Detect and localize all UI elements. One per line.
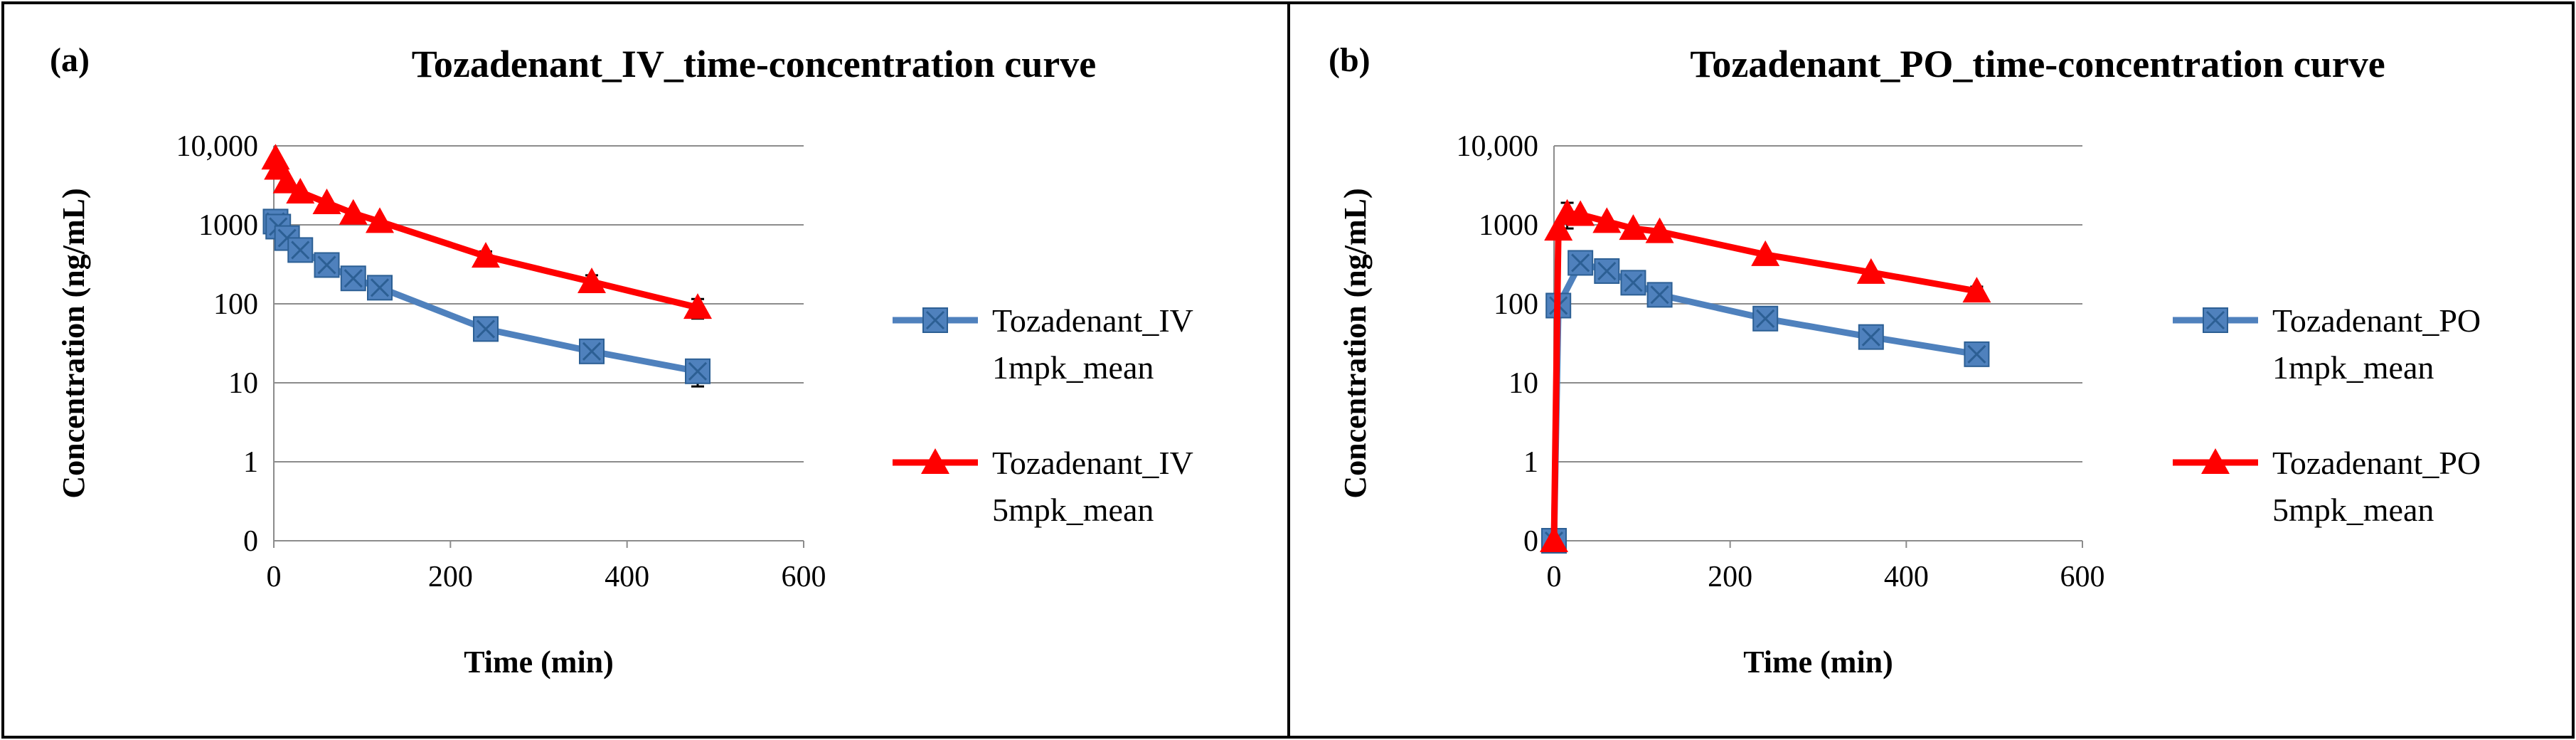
data-point-cross [344, 269, 363, 288]
legend-label: 1mpk_mean [2272, 349, 2434, 386]
x-tick-label: 0 [1547, 561, 1562, 593]
legend-label: Tozadenant_PO [2272, 302, 2481, 339]
legend-marker-cross [2205, 310, 2225, 330]
y-axis-label: Concentration (ng/mL) [1338, 188, 1373, 498]
data-point [366, 207, 394, 233]
x-tick-label: 400 [605, 561, 649, 593]
y-tick-label: 0 [1523, 525, 1538, 558]
y-tick-label: 10 [228, 367, 258, 400]
data-point [1645, 217, 1674, 243]
data-point-cross [1624, 273, 1643, 292]
data-point [1592, 207, 1622, 233]
data-point-cross [1861, 327, 1880, 347]
data-point-cross [582, 342, 602, 361]
legend-label: Tozadenant_PO [2272, 445, 2481, 481]
data-point [683, 293, 712, 319]
data-point-cross [1597, 261, 1617, 280]
y-tick-label: 10,000 [176, 130, 259, 163]
data-point-cross [1650, 285, 1669, 305]
panel-label: (b) [1329, 41, 1371, 79]
chart-panel-a: (a) Tozadenant_IV_time-concentration curv… [50, 41, 1193, 680]
legend-label: 5mpk_mean [992, 492, 1154, 528]
data-point [272, 167, 302, 194]
series-triangle [1540, 199, 1991, 552]
panel-b-frame [1287, 1, 2575, 739]
data-point [286, 177, 315, 204]
x-tick-label: 600 [782, 561, 826, 593]
y-tick-label: 0 [243, 525, 258, 558]
data-point-cross [370, 278, 390, 297]
y-tick-label: 100 [1494, 288, 1538, 321]
x-axis-label: Time (min) [464, 645, 614, 680]
y-tick-label: 1 [1523, 446, 1538, 479]
data-point-cross [1756, 309, 1775, 328]
data-point [1544, 215, 1573, 241]
y-tick-label: 10,000 [1457, 130, 1539, 163]
data-point-cross [317, 255, 336, 275]
x-tick-label: 600 [2060, 561, 2105, 593]
y-tick-label: 100 [213, 288, 258, 321]
legend-label: 5mpk_mean [2272, 492, 2434, 528]
data-point [472, 242, 500, 268]
data-point [312, 189, 341, 215]
series-triangle [261, 144, 712, 320]
data-point-cross [1571, 253, 1590, 273]
data-point [1566, 200, 1595, 226]
legend-label: Tozadenant_IV [992, 445, 1193, 481]
legend-label: 1mpk_mean [992, 349, 1154, 386]
x-tick-label: 200 [428, 561, 473, 593]
chart-title: Tozadenant_IV_time-concentration curve [412, 43, 1096, 85]
panel-label: (a) [50, 41, 90, 79]
data-point [1856, 258, 1885, 284]
y-tick-label: 1 [243, 446, 258, 479]
x-tick-label: 400 [1884, 561, 1929, 593]
data-point-cross [1967, 344, 1986, 364]
y-axis-label: Concentration (ng/mL) [56, 188, 91, 498]
y-tick-label: 1000 [198, 209, 258, 242]
data-point-cross [291, 240, 310, 260]
x-axis-label: Time (min) [1743, 645, 1893, 680]
legend-label: Tozadenant_IV [992, 302, 1193, 339]
chart-title: Tozadenant_PO_time-concentration curve [1690, 43, 2385, 85]
x-tick-label: 200 [1708, 561, 1752, 593]
chart-panel-b: (b) Tozadenant_PO_time-concentration curv… [1329, 41, 2481, 680]
legend-marker-cross [925, 310, 945, 330]
series-square [262, 208, 710, 388]
y-tick-label: 1000 [1479, 209, 1538, 242]
legend-marker [2201, 448, 2230, 474]
data-point [339, 199, 368, 225]
data-point [1751, 240, 1780, 266]
legend-marker [921, 448, 949, 474]
data-point-cross [476, 319, 496, 339]
x-tick-label: 0 [267, 561, 282, 593]
data-point-cross [688, 361, 708, 381]
data-point [578, 268, 606, 294]
data-point [1540, 527, 1568, 552]
data-point [1962, 277, 1991, 303]
y-tick-label: 10 [1508, 367, 1538, 400]
data-point [1619, 214, 1648, 240]
panel-a-frame [1, 1, 1290, 739]
